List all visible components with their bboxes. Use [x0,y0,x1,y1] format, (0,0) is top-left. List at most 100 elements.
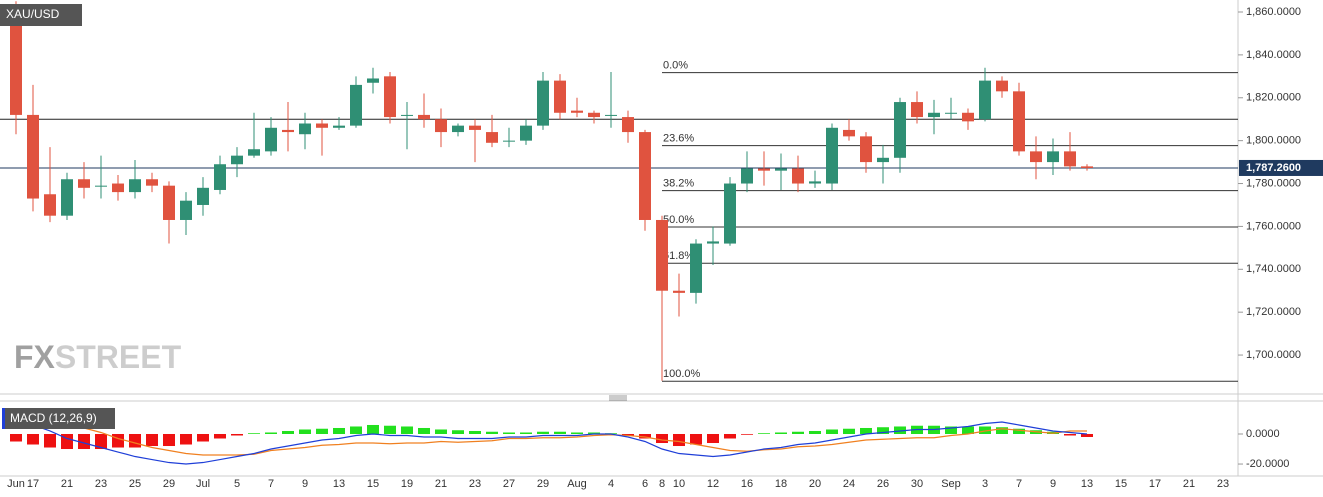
candle-body [1013,91,1025,152]
histogram-bar [163,433,175,447]
histogram-bar [945,426,957,434]
x-tick-label: 4 [608,478,614,490]
x-tick-label: 18 [775,478,787,490]
histogram-bar [1013,428,1025,434]
candle-body [163,185,175,220]
x-tick-label: 27 [503,478,515,490]
macd-legend-box [2,408,115,429]
x-tick-label: 10 [673,478,685,490]
fib-label: 23.6% [663,132,694,144]
candle-body [843,129,855,137]
candle-body [265,127,277,152]
histogram-bar [180,433,192,445]
x-tick-label: 7 [268,478,274,490]
candle-body [486,132,498,143]
candle-body [452,125,464,133]
x-tick-label: 3 [982,478,988,490]
candle-body [129,179,141,193]
candle-body [911,102,923,118]
histogram-bar [622,433,634,436]
y-tick-label: 1,740.0000 [1246,263,1301,275]
candle-body [537,80,549,126]
candle-body [61,179,73,216]
y-tick-label: 0.0000 [1246,428,1280,440]
candle-body [27,114,39,199]
macd-title: MACD (12,26,9) [10,411,97,425]
histogram-bar [197,433,209,442]
x-tick-label: 9 [1050,478,1056,490]
candle-body [418,114,430,120]
macd-line [15,418,1088,465]
histogram-bar [571,432,583,434]
y-tick-label: 1,780.0000 [1246,177,1301,189]
candle-body [282,129,294,133]
histogram-bar [962,426,974,434]
y-tick-label: 1,700.0000 [1246,349,1301,361]
candle-body [146,179,158,186]
histogram-bar [809,430,821,434]
histogram-bar [979,426,991,434]
histogram-bar [27,433,39,445]
panel-grip[interactable] [609,395,627,401]
x-tick-label: Aug [567,478,587,490]
histogram-bar [724,433,736,439]
y-tick-label: 1,860.0000 [1246,6,1301,18]
candle-body [1064,151,1076,167]
histogram-bar [996,427,1008,434]
x-tick-label: Jun [7,478,25,490]
y-tick-label: 1,840.0000 [1246,49,1301,61]
candle-body [656,219,668,291]
x-tick-label: 23 [469,478,481,490]
candle-body [792,168,804,184]
y-tick-label: -20.0000 [1246,458,1289,470]
x-tick-label: 6 [642,478,648,490]
candle-body [367,78,379,83]
candle-body [95,185,107,187]
x-tick-label: 19 [401,478,413,490]
histogram-bar [554,431,566,434]
histogram-bar [129,433,141,448]
candle-body [588,112,600,118]
x-tick-label: 23 [95,478,107,490]
histogram-bar [860,427,872,434]
candle-body [469,125,481,130]
x-tick-label: 26 [877,478,889,490]
macd-legend-marker [2,408,5,429]
histogram-bar [673,433,685,447]
histogram-bar [588,432,600,434]
x-tick-label: 25 [129,478,141,490]
candle-body [1030,151,1042,163]
candle-body [809,181,821,184]
histogram-bar [775,432,787,434]
y-tick-label: 1,820.0000 [1246,92,1301,104]
histogram-bar [656,433,668,444]
candle-body [707,241,719,244]
histogram-bar [826,429,838,434]
histogram-bar [435,429,447,434]
candle-body [758,168,770,171]
watermark: FXSTREET [14,339,182,375]
x-tick-label: 21 [435,478,447,490]
candle-body [44,194,56,216]
histogram-bar [537,431,549,434]
last-price-box [1239,159,1323,176]
x-tick-label: 21 [61,478,73,490]
x-tick-label: 24 [843,478,855,490]
histogram-bar [690,433,702,445]
histogram-bar [452,430,464,434]
watermark-part: STREET [55,339,182,375]
x-tick-label: 7 [1016,478,1022,490]
candle-body [945,112,957,114]
candle-body [639,132,651,220]
candle-body [673,290,685,293]
candle-body [894,102,906,158]
x-tick-label: 15 [1115,478,1127,490]
candle-body [775,168,787,171]
histogram-bar [299,429,311,434]
candle-body [1047,151,1059,163]
candle-body [401,114,413,116]
histogram-bar [792,431,804,434]
histogram-bar [418,427,430,434]
